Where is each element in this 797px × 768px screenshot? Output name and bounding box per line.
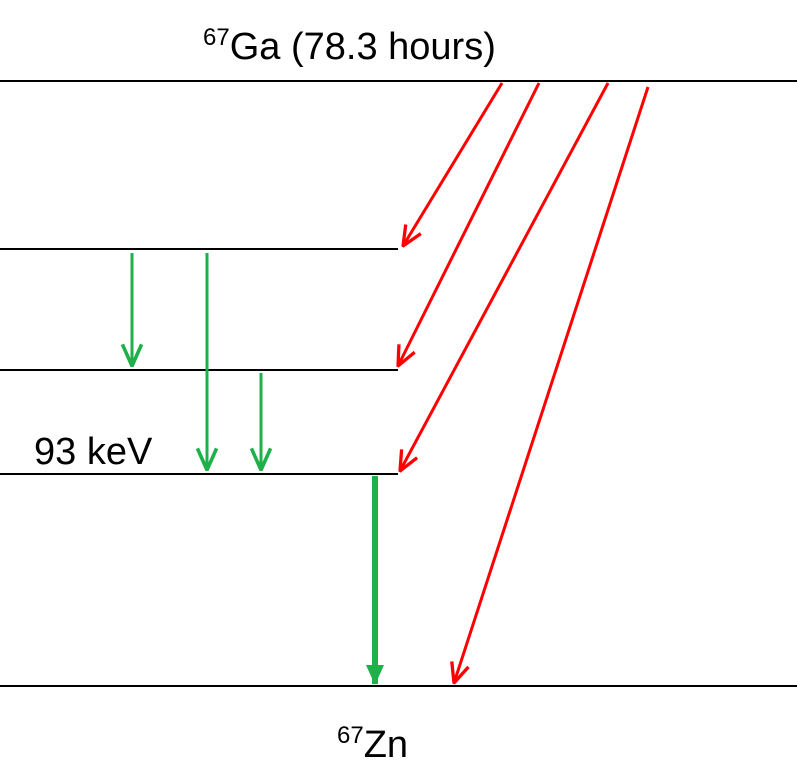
parent-nuclide-label: 67Ga (78.3 hours) <box>203 26 496 68</box>
electron-capture-arrow-to-level-3 <box>403 82 504 246</box>
daughter-nuclide-label: 67Zn <box>337 724 409 766</box>
electron-capture-arrow-to-ground <box>454 86 650 683</box>
electron-capture-arrow-to-level-2 <box>398 82 541 366</box>
parent-half-life: (78.3 hours) <box>290 26 496 68</box>
energy-level-label-93kev: 93 keV <box>34 431 153 473</box>
daughter-mass-number: 67 <box>337 722 364 749</box>
electron-capture-arrow-to-level-1 <box>400 82 610 471</box>
daughter-symbol: Zn <box>363 724 409 766</box>
parent-symbol: Ga <box>229 26 281 68</box>
parent-mass-number: 67 <box>203 24 230 51</box>
